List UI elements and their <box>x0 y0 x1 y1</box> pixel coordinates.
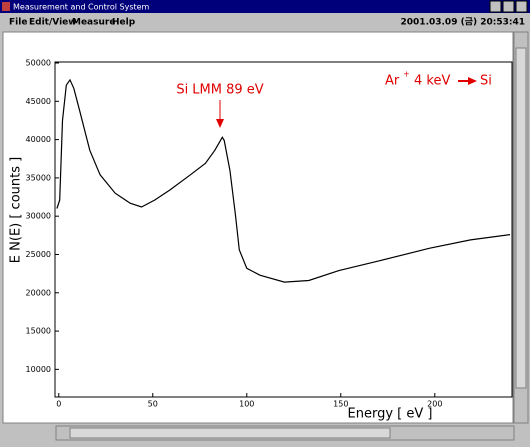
x-axis-label: Energy [ eV ] <box>348 407 433 422</box>
plot-frame <box>54 61 513 398</box>
minimize-button[interactable] <box>489 0 502 13</box>
beam-target: Si <box>480 74 492 89</box>
y-tick-label: 35000 <box>26 173 51 182</box>
app-icon <box>2 2 10 11</box>
x-tick-label: 150 <box>333 400 348 409</box>
horizontal-scroll-thumb[interactable] <box>69 427 391 439</box>
datetime: 2001.03.09 (금) 20:53:41 <box>401 17 525 28</box>
annotation-arrowhead <box>216 119 224 128</box>
spectrum-line <box>56 78 511 283</box>
beam-arrowhead <box>468 77 477 85</box>
y-tick-label: 10000 <box>26 365 51 374</box>
x-tick-label: 200 <box>427 400 442 409</box>
y-axis-label: E N(E) [ counts ] <box>9 157 24 263</box>
y-tick-label: 25000 <box>26 250 51 259</box>
y-tick-label: 20000 <box>26 288 51 297</box>
close-button[interactable] <box>515 0 528 13</box>
y-tick-label: 40000 <box>26 135 51 144</box>
peak-annotation: Si LMM 89 eV <box>176 83 263 98</box>
beam-energy: 4 keV <box>414 74 450 89</box>
beam-ion: Ar <box>385 74 400 89</box>
menu-item[interactable]: Measure <box>72 18 115 28</box>
window-title: Measurement and Control System <box>13 3 150 12</box>
x-tick-label: 100 <box>239 400 254 409</box>
maximize-button[interactable] <box>502 0 515 13</box>
title-bar <box>0 0 530 13</box>
chart-panel <box>2 31 514 424</box>
menu-item[interactable]: Help <box>112 18 136 28</box>
vertical-scroll-thumb[interactable] <box>515 47 527 389</box>
x-tick-label: 50 <box>148 400 158 409</box>
y-tick-label: 45000 <box>26 97 51 106</box>
y-tick-label: 50000 <box>26 59 51 68</box>
x-tick-label: 0 <box>56 400 61 409</box>
y-tick-label: 15000 <box>26 327 51 336</box>
y-tick-label: 30000 <box>26 212 51 221</box>
menu-item[interactable]: Edit/View <box>29 18 77 28</box>
menu-item[interactable]: File <box>9 18 27 28</box>
beam-charge: + <box>403 70 410 79</box>
